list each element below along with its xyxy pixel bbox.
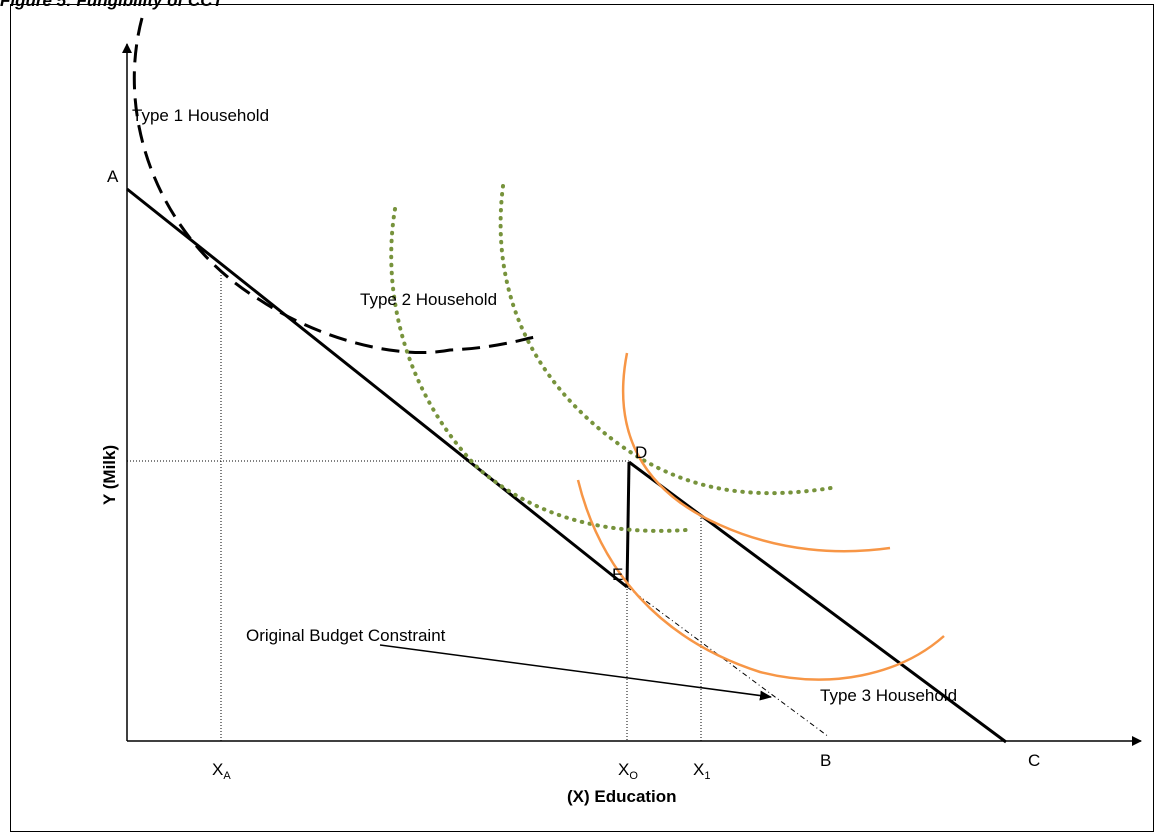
point-e-label: E [612,565,623,584]
budget-segment-ae [126,187,628,589]
type3-indifference-curve-low [576,479,945,681]
point-c-label: C [1028,751,1040,770]
budget-segment-dc [628,460,1007,744]
tick-x1-label: X1 [693,760,710,782]
point-d-label: D [635,443,647,462]
point-a-label: A [107,167,119,186]
original-constraint-extension [626,586,830,738]
tick-xo-label: XO [618,760,638,782]
figure-title: Figure 5: Fungibility of CCT [0,0,223,10]
type2-household-label: Type 2 Household [360,290,497,309]
type3-household-label: Type 3 Household [820,686,957,705]
type1-household-label: Type 1 Household [132,106,269,125]
point-b-label: B [820,751,831,770]
tick-xa-label: XA [212,760,231,782]
y-axis-title: Y (Milk) [100,445,119,505]
figure-frame [10,4,1154,832]
type3-indifference-curve-high [621,352,891,553]
x-axis-title: (X) Education [567,787,677,806]
type2-indifference-curve-low [389,207,688,533]
type1-indifference-curve [132,17,536,354]
budget-segment-ed [625,461,631,588]
original-constraint-pointer [379,644,772,701]
type2-indifference-curve-high [498,184,839,496]
original-constraint-label: Original Budget Constraint [246,626,446,645]
